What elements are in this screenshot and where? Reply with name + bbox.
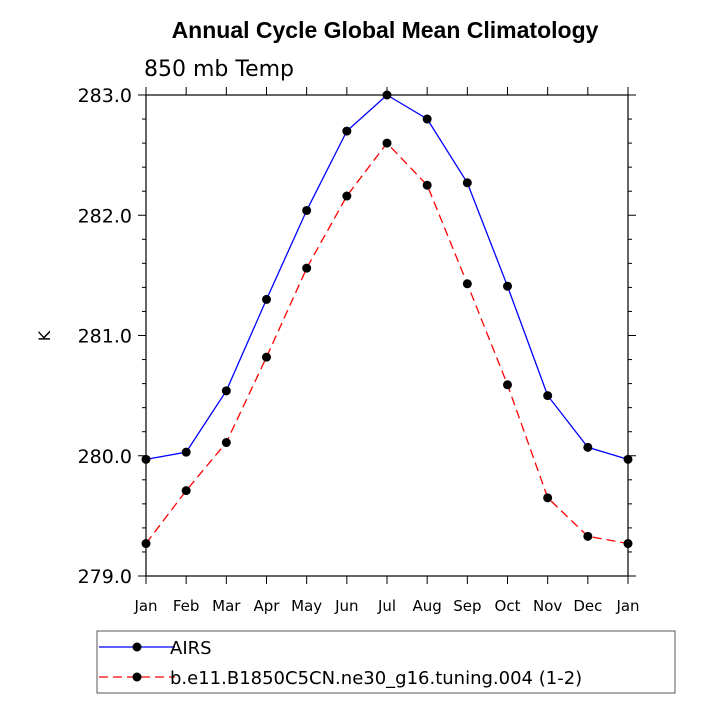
data-point <box>141 454 151 464</box>
chart-subtitle: 850 mb Temp <box>144 57 294 82</box>
data-point <box>302 205 312 215</box>
y-tick-label: 280.0 <box>78 446 132 468</box>
data-point <box>422 114 432 124</box>
data-point <box>262 352 271 362</box>
data-point <box>543 391 553 401</box>
data-point <box>462 178 472 188</box>
data-point <box>382 90 392 100</box>
plot-border <box>145 94 629 577</box>
series-layer <box>141 90 633 549</box>
data-point <box>221 386 231 396</box>
legend-box <box>96 630 676 694</box>
y-tick-label: 279.0 <box>78 566 132 588</box>
data-point <box>422 180 432 190</box>
data-point <box>623 539 633 549</box>
data-point <box>181 486 191 496</box>
x-tick-label: Dec <box>573 597 602 615</box>
series-line <box>145 94 629 461</box>
data-point <box>462 279 472 289</box>
y-axis: 279.0 280.0 281.0 282.0 283.0 <box>78 85 636 588</box>
data-point <box>583 531 593 541</box>
x-tick-label: Aug <box>413 597 442 615</box>
legend-label: b.e11.B1850C5CN.ne30_g16.tuning.004 (1-2… <box>170 668 582 689</box>
data-point <box>503 380 512 390</box>
x-tick-label: Mar <box>212 597 241 615</box>
x-tick-label: Jan <box>133 597 157 615</box>
data-point <box>262 294 271 304</box>
y-axis-label: K <box>35 330 54 341</box>
chart-title: Annual Cycle Global Mean Climatology <box>172 17 599 43</box>
data-point <box>382 138 392 148</box>
x-tick-label: Apr <box>254 597 281 615</box>
legend-marker <box>132 642 142 652</box>
x-tick-label: Jul <box>377 597 396 615</box>
x-tick-label: Sep <box>453 597 481 615</box>
x-axis: Jan Feb Mar Apr May Jun Jul Aug Sep Oct Nov Dec Jan <box>133 87 640 615</box>
data-point <box>583 442 593 452</box>
legend: AIRS b.e11.B1850C5CN.ne30_g16.tuning.004 … <box>96 630 676 694</box>
x-tick-label: Jan <box>615 597 639 615</box>
x-tick-label: Jun <box>334 597 358 615</box>
data-point <box>503 281 512 291</box>
y-tick-label: 281.0 <box>78 326 132 348</box>
data-point <box>342 126 352 136</box>
legend-label: AIRS <box>170 638 212 659</box>
series-line <box>145 142 629 545</box>
x-tick-label: Nov <box>533 597 562 615</box>
y-tick-label: 283.0 <box>78 85 132 107</box>
x-tick-label: Feb <box>173 597 200 615</box>
legend-marker <box>132 672 142 682</box>
data-point <box>221 438 231 448</box>
x-tick-label: Oct <box>495 597 521 615</box>
data-point <box>543 493 553 503</box>
data-point <box>342 191 352 201</box>
data-point <box>181 447 191 457</box>
data-point <box>302 263 312 273</box>
data-point <box>141 539 151 549</box>
x-tick-label: May <box>291 597 322 615</box>
y-tick-label: 282.0 <box>78 205 132 227</box>
plot-frame <box>145 94 629 577</box>
data-point <box>623 454 633 464</box>
